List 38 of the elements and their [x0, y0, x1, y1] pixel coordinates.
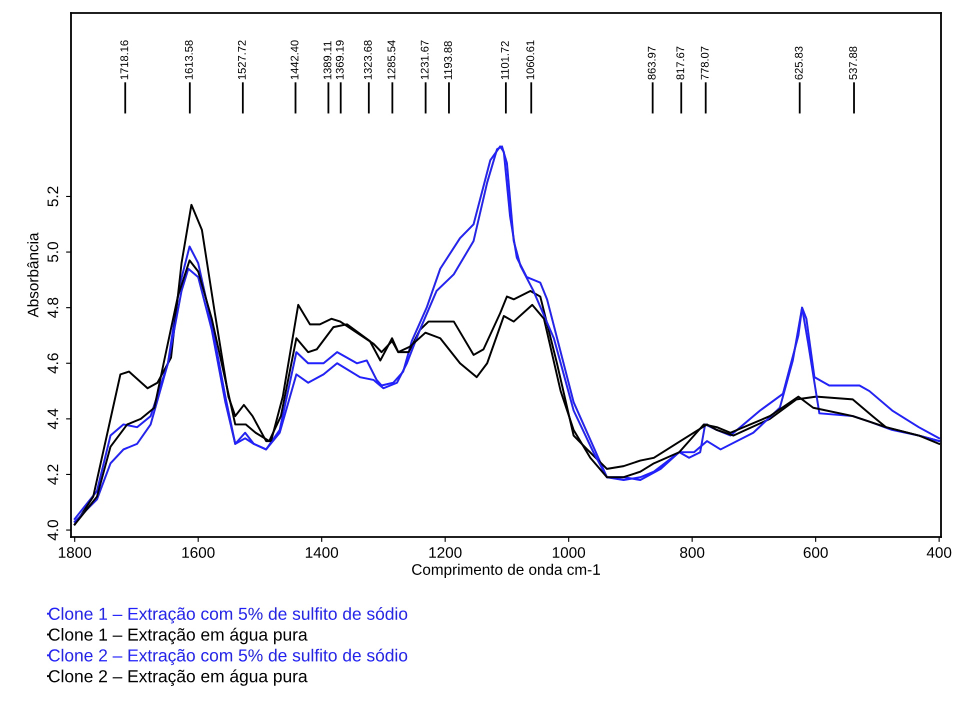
ref-line-label: 1285.54 [387, 40, 396, 80]
ref-line-label: 1323.68 [364, 40, 372, 80]
x-tick-label: 1000 [552, 547, 586, 558]
ref-line-label: 863.97 [648, 46, 656, 80]
y-tick-label: 4.8 [47, 298, 58, 318]
legend-label: Clone 2 – Extração em água pura [48, 669, 308, 686]
ref-line-label: 1613.58 [184, 40, 193, 80]
ref-line-label: 537.88 [849, 46, 857, 80]
ref-line-label: 1442.40 [290, 40, 298, 80]
ref-line-label: 1060.61 [526, 40, 534, 80]
y-tick-label: 4.4 [48, 408, 58, 430]
ref-line-label: 1369.19 [336, 40, 344, 80]
ref-line-label: 1527.72 [238, 40, 246, 80]
y-tick-label: 5.2 [47, 186, 58, 206]
ref-line-label: 1193.88 [444, 41, 452, 80]
legend-label: Clone 1 – Extração em água pura [48, 628, 308, 644]
ref-line-label: 625.83 [794, 46, 803, 80]
x-tick-label: 1800 [58, 547, 92, 558]
x-tick-label: 800 [680, 547, 704, 558]
x-tick-label: 400 [926, 547, 952, 558]
y-tick-label: 4.2 [47, 464, 58, 485]
x-tick-label: 600 [804, 547, 828, 558]
y-tick-label: 4.0 [47, 520, 58, 540]
ref-line-label: 778.07 [700, 46, 709, 80]
legend-label: Clone 2 – Extração com 5% de sulfito de sódio [48, 648, 408, 666]
ref-line-label: 817.67 [676, 46, 684, 80]
ref-line-label: 1101.72 [500, 41, 509, 80]
y-axis-title: Absorbância [27, 232, 38, 318]
x-tick-label: 1200 [429, 547, 462, 558]
x-tick-label: 1600 [182, 547, 215, 558]
x-axis-title: Comprimento de onda cm-1 [412, 564, 600, 578]
legend-label: Clone 1 – Extração com 5% de sulfito de sódio [48, 607, 408, 624]
y-tick-label: 5.0 [47, 242, 58, 262]
y-tick-label: 4.6 [47, 353, 58, 374]
ref-line-label: 1389.11 [324, 41, 332, 80]
x-tick-label: 1400 [306, 547, 338, 558]
ref-line-label: 1718.16 [120, 40, 128, 80]
ref-line-label: 1231.67 [420, 40, 429, 80]
